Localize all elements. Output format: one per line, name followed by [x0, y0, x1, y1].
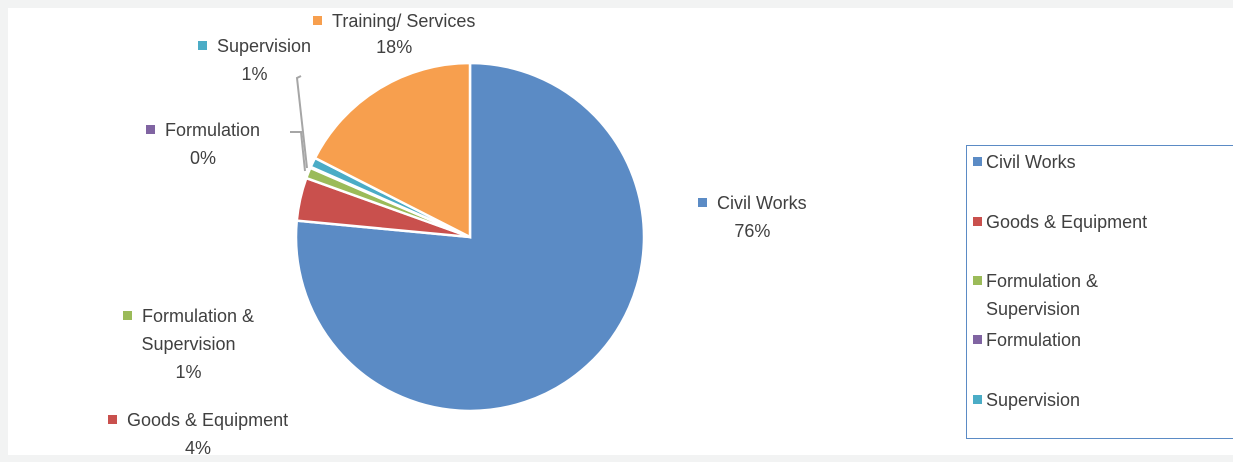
civil-works-marker	[698, 197, 707, 207]
legend-item-supervision: Supervision	[967, 386, 1080, 414]
label-supervision: Supervision 1%	[198, 32, 311, 88]
legend-formulation-supervision-marker	[973, 275, 982, 285]
legend-civil-works-marker	[973, 156, 982, 166]
formulation-marker	[146, 124, 155, 134]
pie-slice-training-services	[313, 61, 472, 240]
legend-item-goods-equipment: Goods & Equipment	[967, 208, 1147, 236]
chart-legend: Civil Works Goods & Equipment Formulatio…	[966, 145, 1233, 439]
goods-equipment-marker	[108, 414, 117, 424]
legend-item-formulation: Formulation	[967, 326, 1081, 354]
legend-goods-equipment-marker	[973, 216, 982, 226]
formulation-supervision-marker	[123, 310, 132, 320]
formulation-leader-line	[290, 131, 306, 172]
pie-chart	[290, 61, 646, 413]
label-goods-equipment: Goods & Equipment 4%	[108, 406, 288, 462]
legend-formulation-marker	[973, 334, 982, 344]
label-formulation: Formulation 0%	[146, 116, 260, 172]
legend-item-civil-works: Civil Works	[967, 148, 1076, 176]
label-formulation-supervision: Formulation & Supervision 1%	[123, 302, 254, 386]
label-training-services: Training/ Services 18%	[313, 8, 475, 60]
legend-supervision-marker	[973, 394, 982, 404]
training-services-marker	[313, 15, 322, 25]
supervision-marker	[198, 40, 207, 50]
legend-item-formulation-supervision: Formulation & Supervision	[967, 267, 1098, 323]
supervision-leader-line	[295, 75, 308, 169]
label-civil-works: Civil Works 76%	[698, 189, 807, 245]
